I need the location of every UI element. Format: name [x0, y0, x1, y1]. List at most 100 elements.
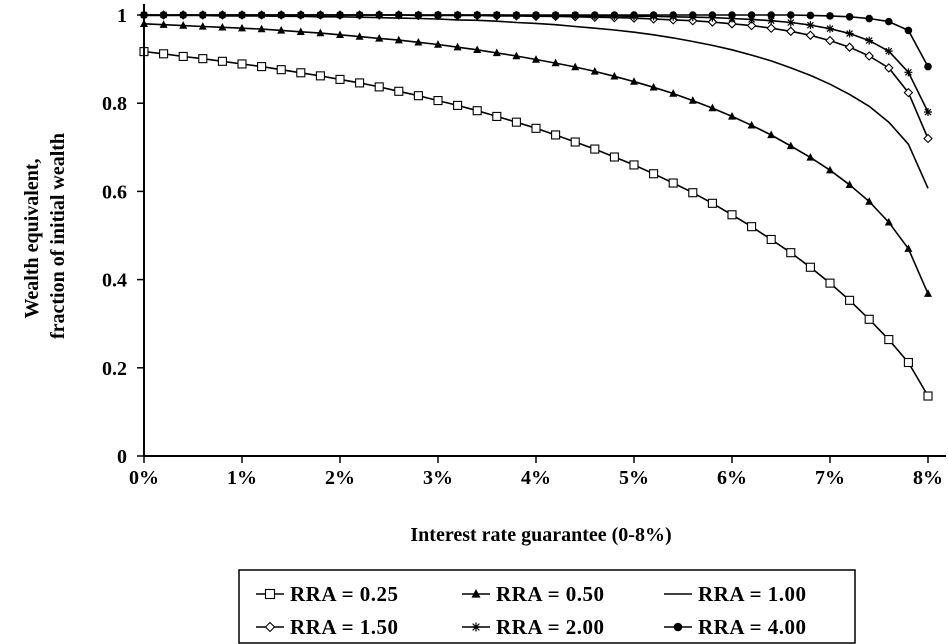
legend: RRA = 0.25 RRA = 0.50 RRA = 1.00 RRA = 1.50… — [238, 569, 856, 644]
data-point — [689, 11, 697, 19]
data-point — [453, 42, 462, 51]
x-tick-label: 2% — [325, 467, 355, 489]
y-axis-title-line-2: fraction of initial wealth — [47, 133, 69, 339]
data-point — [218, 11, 227, 19]
data-point — [198, 54, 208, 64]
data-point — [315, 71, 325, 81]
data-point — [590, 67, 599, 75]
data-point — [570, 137, 580, 147]
data-point — [884, 217, 893, 226]
data-point — [767, 130, 776, 139]
data-point — [492, 111, 502, 121]
data-point — [179, 21, 188, 29]
data-point — [903, 87, 914, 98]
y-tick-label: 0.6 — [102, 181, 127, 203]
data-point — [746, 20, 757, 31]
data-point — [649, 169, 659, 179]
legend-marker — [264, 588, 276, 600]
y-tick-label: 1 — [117, 5, 127, 27]
data-point — [924, 289, 932, 297]
x-tick-label: 7% — [815, 467, 845, 489]
data-point — [805, 262, 815, 272]
data-point — [786, 26, 796, 37]
data-point — [904, 26, 913, 35]
data-point — [178, 51, 188, 62]
series-line — [143, 50, 929, 397]
data-point — [571, 11, 579, 19]
data-point — [923, 133, 933, 144]
legend-item: RRA = 1.50 — [256, 615, 398, 639]
legend-item: RRA = 2.00 — [462, 615, 605, 639]
data-point — [610, 11, 619, 19]
data-point — [884, 335, 894, 345]
data-point — [531, 123, 541, 133]
legend-marker — [673, 622, 683, 632]
data-point — [630, 11, 638, 19]
legend-label: RRA = 4.00 — [698, 615, 807, 639]
legend-box — [238, 569, 856, 644]
data-point — [297, 11, 305, 19]
data-point — [532, 11, 540, 19]
data-point — [493, 11, 501, 19]
legend-item: RRA = 0.25 — [256, 582, 399, 606]
data-point — [217, 56, 227, 66]
legend-marker — [264, 621, 276, 633]
data-point — [787, 11, 795, 19]
data-point — [864, 314, 874, 324]
data-point — [688, 96, 697, 104]
series-6 — [140, 11, 932, 71]
data-point — [805, 30, 816, 41]
legend-label: RRA = 2.00 — [496, 615, 605, 639]
y-tick-label: 0.2 — [102, 358, 127, 380]
data-point — [473, 11, 482, 19]
data-point — [375, 11, 384, 19]
data-point — [649, 11, 658, 19]
data-point — [355, 78, 365, 88]
data-point — [884, 47, 893, 56]
data-point — [806, 21, 815, 30]
data-point — [825, 35, 835, 46]
data-point — [551, 11, 560, 19]
data-point — [590, 144, 600, 154]
legend-marker — [471, 622, 481, 632]
data-point — [355, 11, 364, 19]
data-point — [218, 22, 227, 31]
data-point — [394, 86, 404, 96]
data-point — [238, 23, 246, 32]
data-point — [884, 63, 894, 73]
data-point — [551, 130, 561, 140]
data-point — [511, 117, 521, 127]
data-point — [609, 152, 619, 162]
data-point — [159, 49, 169, 59]
data-point — [688, 188, 698, 198]
data-point — [767, 16, 776, 25]
data-point — [903, 357, 913, 368]
data-point — [551, 58, 560, 67]
data-point — [434, 40, 442, 48]
series-2 — [140, 19, 932, 297]
data-point — [844, 42, 855, 52]
y-axis: 0 0.2 0.4 0.6 0.8 1 — [102, 4, 145, 468]
data-point — [727, 19, 737, 29]
data-point — [257, 11, 266, 19]
legend-item: RRA = 4.00 — [664, 615, 807, 639]
data-point — [276, 65, 286, 75]
data-point — [472, 106, 482, 116]
data-point — [277, 11, 286, 19]
data-point — [375, 33, 384, 42]
legend-label: RRA = 0.25 — [290, 582, 399, 606]
data-point — [296, 27, 305, 35]
data-point — [904, 68, 913, 77]
data-point — [257, 24, 266, 33]
data-point — [296, 68, 306, 78]
data-point — [610, 71, 619, 80]
data-point — [924, 108, 932, 117]
data-point — [512, 51, 521, 60]
x-tick-label: 0% — [129, 467, 159, 489]
data-point — [923, 391, 933, 401]
y-axis-title-line-1: Wealth equivalent, — [21, 158, 43, 318]
x-tick-label: 3% — [423, 467, 453, 489]
data-point — [649, 82, 658, 91]
data-point — [845, 180, 854, 188]
data-point — [434, 11, 442, 19]
